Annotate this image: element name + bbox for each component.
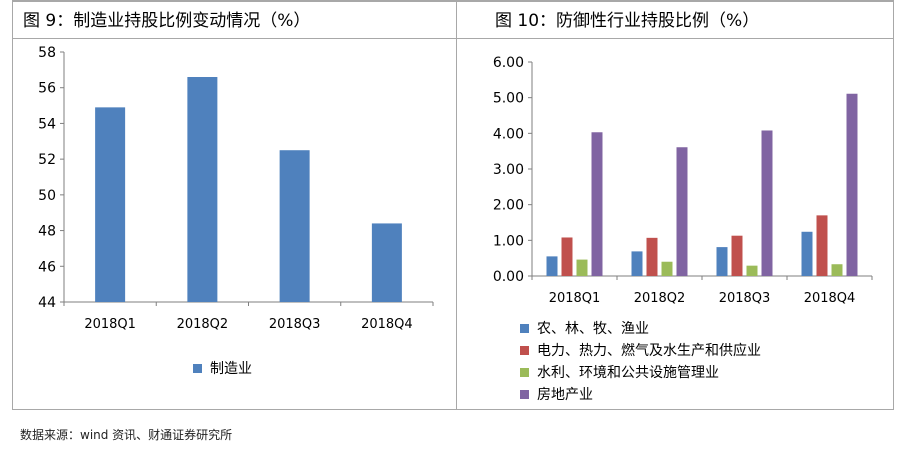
bar [187, 77, 218, 302]
left-chart-title: 图 9：制造业持股比例变动情况（%） [13, 5, 456, 39]
bar [546, 256, 558, 276]
y-tick-label: 58 [38, 45, 56, 61]
legend-label: 制造业 [210, 361, 252, 377]
bar [846, 93, 858, 276]
x-category-label: 2018Q3 [719, 291, 771, 306]
y-tick-label: 50 [38, 188, 56, 204]
bar [631, 251, 643, 276]
y-tick-label: 5.00 [493, 91, 524, 107]
x-category-label: 2018Q1 [84, 317, 136, 332]
legend-swatch [520, 390, 529, 399]
bar [279, 150, 310, 302]
x-category-label: 2018Q2 [634, 291, 686, 306]
bar [676, 147, 688, 276]
y-tick-label: 4.00 [493, 126, 524, 142]
y-tick-label: 0.00 [493, 269, 524, 285]
y-tick-label: 2.00 [493, 198, 524, 214]
right-chart-panel: 图 10：防御性行业持股比例（%） [456, 0, 894, 410]
data-source-note: 数据来源：wind 资讯、财通证券研究所 [20, 428, 233, 442]
bar [731, 235, 743, 276]
bar [646, 237, 658, 276]
right-chart-title: 图 10：防御性行业持股比例（%） [457, 5, 893, 39]
legend-label: 农、林、牧、渔业 [537, 321, 649, 337]
bar [95, 107, 126, 302]
y-tick-label: 6.00 [493, 55, 524, 71]
bar [716, 247, 728, 276]
x-category-label: 2018Q3 [269, 317, 321, 332]
y-tick-label: 48 [38, 224, 56, 240]
bar [746, 265, 758, 276]
y-tick-label: 44 [38, 295, 56, 311]
x-category-label: 2018Q4 [804, 291, 856, 306]
bar [591, 132, 603, 276]
legend-swatch [520, 368, 529, 377]
x-category-label: 2018Q4 [361, 317, 413, 332]
y-tick-label: 52 [38, 152, 56, 168]
bar [761, 130, 773, 276]
bar [576, 259, 588, 276]
y-tick-label: 56 [38, 81, 56, 97]
y-tick-label: 1.00 [493, 233, 524, 249]
legend-label: 水利、环境和公共设施管理业 [537, 365, 719, 381]
left-chart-panel: 图 9：制造业持股比例变动情况（%） [12, 0, 456, 410]
bar [816, 215, 828, 276]
legend-label: 电力、热力、燃气及水生产和供应业 [537, 342, 761, 359]
x-category-label: 2018Q2 [177, 317, 229, 332]
bar [801, 231, 813, 276]
y-tick-label: 46 [38, 259, 56, 275]
x-category-label: 2018Q1 [549, 291, 601, 306]
bar [661, 261, 673, 276]
legend-swatch [193, 364, 202, 373]
legend-swatch [520, 324, 529, 333]
legend-label: 房地产业 [537, 387, 593, 403]
bar [371, 223, 402, 302]
y-tick-label: 3.00 [493, 162, 524, 178]
legend-swatch [520, 346, 529, 355]
bar [561, 237, 573, 276]
y-tick-label: 54 [38, 116, 56, 132]
bar [831, 264, 843, 276]
